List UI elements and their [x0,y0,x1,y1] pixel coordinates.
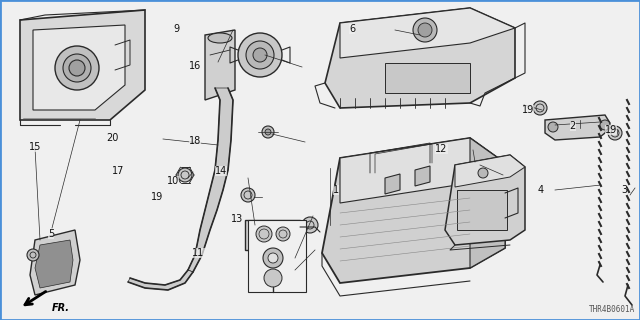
Ellipse shape [208,33,232,43]
Circle shape [69,60,85,76]
Circle shape [264,269,282,287]
Circle shape [418,23,432,37]
Polygon shape [470,138,505,268]
Polygon shape [545,115,610,140]
Polygon shape [20,10,145,120]
Circle shape [63,54,91,82]
Circle shape [302,217,318,233]
Circle shape [246,41,274,69]
Text: THR4B0601A: THR4B0601A [589,305,635,314]
Circle shape [478,168,488,178]
Polygon shape [128,270,193,290]
Polygon shape [340,138,505,203]
Circle shape [268,253,278,263]
Circle shape [256,226,272,242]
Text: 17: 17 [112,166,125,176]
Circle shape [263,248,283,268]
Text: 3: 3 [621,185,627,196]
Text: 5: 5 [48,228,54,239]
Text: 2: 2 [570,121,576,132]
Text: 14: 14 [214,166,227,176]
Text: 15: 15 [29,142,42,152]
Text: 4: 4 [538,185,544,196]
Circle shape [533,101,547,115]
Polygon shape [30,230,80,295]
Text: 18: 18 [189,136,202,146]
Bar [248,220,306,292]
Circle shape [276,227,290,241]
Circle shape [238,33,282,77]
Text: 19: 19 [522,105,534,116]
Text: 11: 11 [192,248,205,258]
Bar [457,190,507,230]
Text: FR.: FR. [52,303,70,313]
Circle shape [265,129,271,135]
Text: 12: 12 [435,144,448,154]
Polygon shape [385,174,400,194]
Polygon shape [415,166,430,186]
Text: 19: 19 [605,124,618,135]
Circle shape [413,18,437,42]
Circle shape [548,122,558,132]
Polygon shape [205,30,235,100]
Bar [385,63,470,93]
Text: 13: 13 [230,214,243,224]
Circle shape [253,48,267,62]
Polygon shape [322,138,505,283]
Circle shape [55,46,99,90]
Polygon shape [445,155,525,245]
Polygon shape [455,155,525,187]
Polygon shape [33,25,125,110]
Text: 16: 16 [189,60,202,71]
Text: 6: 6 [349,24,355,34]
Polygon shape [340,8,515,58]
Text: 10: 10 [166,176,179,186]
Polygon shape [325,8,515,108]
Text: 1: 1 [333,185,339,196]
Text: 9: 9 [173,24,179,34]
Text: 20: 20 [106,132,118,143]
Polygon shape [245,220,300,250]
Text: 19: 19 [150,192,163,202]
Circle shape [27,249,39,261]
Circle shape [608,126,622,140]
Circle shape [600,120,610,130]
Circle shape [178,168,192,182]
Circle shape [241,188,255,202]
Polygon shape [188,88,233,272]
Circle shape [262,126,274,138]
Polygon shape [35,240,73,288]
